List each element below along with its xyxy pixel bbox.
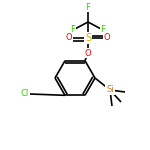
- Text: F: F: [70, 26, 75, 34]
- Text: F: F: [100, 26, 105, 34]
- Text: O: O: [104, 33, 111, 42]
- Text: Si: Si: [106, 85, 114, 94]
- Text: O: O: [65, 33, 72, 42]
- Text: Cl: Cl: [21, 90, 29, 99]
- Text: S: S: [85, 33, 91, 43]
- Text: F: F: [85, 3, 90, 12]
- Text: O: O: [85, 48, 91, 57]
